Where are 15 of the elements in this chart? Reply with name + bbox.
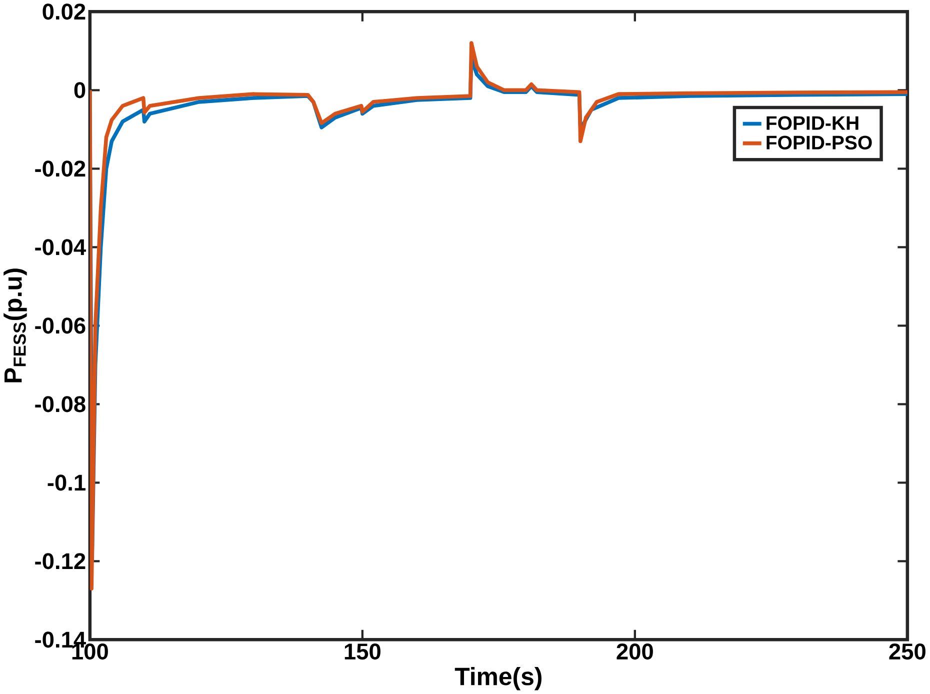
- x-tick-label: 200: [616, 644, 653, 660]
- y-tick-label: -0.04: [35, 239, 86, 256]
- y-axis-title: P$_{FESS}$(p.u): [4, 268, 27, 382]
- x-tick-label: 150: [344, 644, 380, 660]
- x-axis-title: Time(s): [454, 667, 542, 690]
- y-tick-label: 0: [74, 82, 86, 98]
- y-tick-label: -0.08: [35, 396, 86, 412]
- y-tick-label: 0.02: [42, 4, 86, 20]
- y-tick-label: -0.06: [35, 318, 86, 334]
- x-tick-label: 250: [889, 644, 926, 660]
- y-tick-label: -0.02: [35, 160, 86, 177]
- y-tick-label: -0.1: [48, 474, 86, 491]
- legend-label: FOPID-KH: [766, 116, 858, 130]
- legend-label: FOPID-PSO: [766, 136, 872, 150]
- y-tick-label: -0.12: [35, 553, 86, 570]
